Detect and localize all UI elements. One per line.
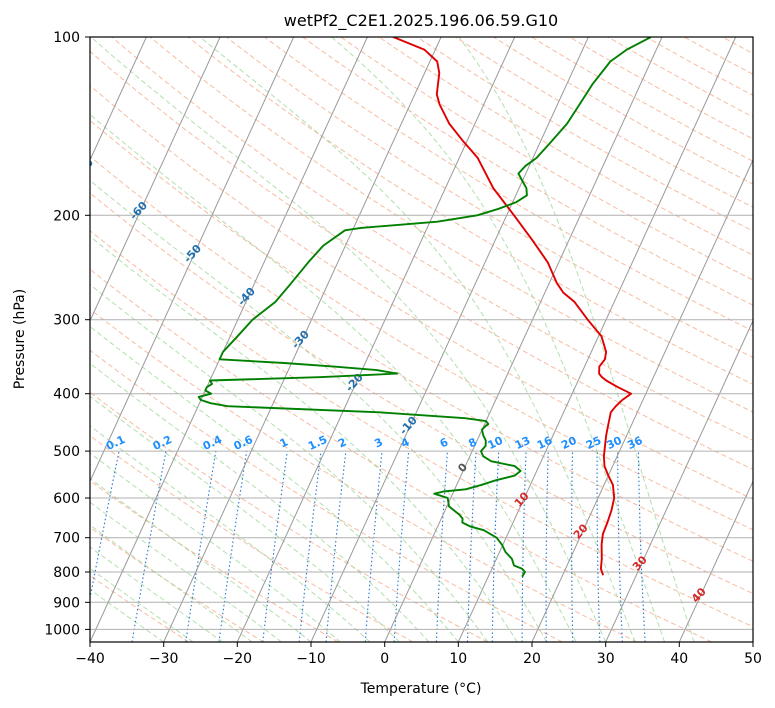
x-axis-title: Temperature (°C): [360, 681, 482, 697]
moist-adiabat: [90, 567, 194, 642]
mixing-ratio-label: 10: [486, 434, 506, 452]
mixing-ratio-line: [298, 451, 322, 642]
x-tick-label: 40: [670, 651, 688, 667]
mixing-ratio-label: 30: [605, 434, 625, 452]
dry-adiabat: [90, 308, 638, 642]
dry-adiabat: [493, 37, 753, 185]
y-tick-label: 200: [53, 208, 80, 224]
dry-adiabat: [90, 268, 712, 642]
mixing-ratio-line: [218, 451, 248, 642]
moist-adiabat: [199, 37, 636, 642]
isotherm-line: [531, 158, 753, 642]
dry-adiabat: [761, 37, 775, 642]
moist-adiabat: [90, 179, 548, 642]
mixing-ratio-label: 13: [513, 434, 532, 452]
moist-adiabat: [331, 37, 666, 642]
dry-adiabat: [90, 50, 753, 471]
dewpoint-profile-line: [197, 37, 652, 578]
moist-adiabat: [90, 113, 577, 642]
profile-lines: [197, 37, 652, 578]
dry-adiabat: [149, 37, 753, 413]
temperature-profile-line: [392, 37, 633, 576]
moist-adiabat: [90, 452, 341, 642]
moist-adiabat: [90, 37, 607, 642]
isotherm-line: [310, 37, 589, 642]
isotherm-line: [457, 37, 737, 642]
moist-adiabat: [458, 37, 695, 642]
y-tick-label: 600: [53, 491, 80, 507]
dry-adiabat: [90, 119, 753, 531]
x-tick-label: −40: [75, 651, 105, 667]
dry-adiabat: [378, 37, 753, 256]
x-tick-label: 20: [523, 651, 541, 667]
isotherm-label: -80: [19, 113, 42, 137]
mixing-ratio-label: 36: [625, 434, 645, 452]
isotherm-line: [90, 37, 147, 162]
dry-adiabat: [90, 349, 563, 642]
isotherm-line: [678, 480, 753, 642]
pressure-gridlines: [90, 37, 753, 630]
x-tick-label: 30: [597, 651, 615, 667]
isotherm-line: [752, 640, 753, 642]
y-tick-label: 500: [53, 444, 80, 460]
y-tick-label: 100: [53, 30, 80, 46]
x-tick-label: 10: [449, 651, 467, 667]
dry-adiabat: [90, 526, 264, 642]
plot-frame: [89, 36, 754, 643]
mixing-ratio-line: [364, 451, 383, 642]
dry-adiabat: [225, 37, 753, 358]
dry-adiabat: [531, 37, 753, 162]
y-axis-title: Pressure (hPa): [12, 289, 28, 389]
x-tick-label: 0: [380, 651, 389, 667]
y-tick-label: 900: [53, 595, 80, 611]
moist-adiabat: [90, 395, 400, 642]
mixing-ratio-line: [185, 451, 217, 642]
x-tick-label: −20: [223, 651, 253, 667]
x-tick-label: −30: [149, 651, 179, 667]
isotherm-line: [236, 37, 516, 642]
mixing-ratio-label: 16: [535, 434, 555, 452]
chart-title: wetPf2_C2E1.2025.196.06.59.G10: [284, 11, 558, 31]
moist-adiabat: [90, 284, 489, 642]
isotherm-line: [90, 37, 295, 483]
isotherm-line: [90, 37, 221, 322]
isotherm-label: -70: [73, 156, 96, 180]
isotherm-line: [0, 37, 73, 642]
dry-adiabat: [90, 230, 753, 628]
moist-adiabat: [90, 425, 371, 642]
y-tick-label: 1000: [44, 622, 80, 638]
moist-adiabat: [90, 588, 164, 642]
x-tick-label: −10: [296, 651, 326, 667]
isotherm-line: [384, 37, 663, 642]
mixing-ratio-label: 20: [559, 434, 579, 452]
moist-adiabat: [90, 235, 518, 642]
y-tick-label: 400: [53, 387, 80, 403]
isotherm-line: [90, 37, 368, 642]
mixing-ratio-lines: [90, 450, 646, 642]
mixing-ratio-label: 25: [584, 434, 603, 452]
axis-ticks: −40 −30 −20 −10 0 10 20 30 40 50 100 200 300 400 500 60…: [44, 30, 762, 667]
moist-adiabat: [90, 546, 223, 642]
x-tick-label: 50: [744, 651, 762, 667]
dry-adiabat: [416, 37, 753, 232]
dry-adiabat: [90, 155, 753, 562]
dry-adiabat: [264, 37, 753, 332]
isotherms: [0, 37, 753, 642]
y-tick-label: 300: [53, 313, 80, 329]
dry-adiabat: [302, 37, 753, 306]
moist-adiabats: [90, 37, 695, 642]
y-tick-label: 800: [53, 565, 80, 581]
dry-adiabat: [569, 37, 753, 140]
mixing-ratio-line: [325, 451, 347, 642]
y-tick-label: 700: [53, 531, 80, 547]
isotherm-line: [605, 319, 753, 642]
moist-adiabat: [90, 362, 430, 642]
mixing-ratio-line: [262, 451, 288, 642]
plot-background: [90, 37, 753, 642]
isotherm-line: [163, 37, 442, 642]
